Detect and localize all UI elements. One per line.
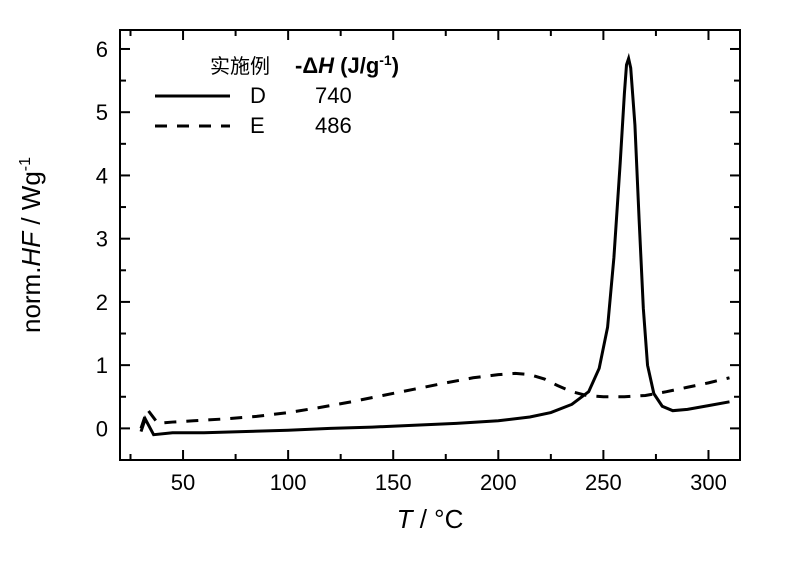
x-tick-label: 300 bbox=[690, 470, 727, 495]
x-tick-label: 50 bbox=[171, 470, 195, 495]
legend-value-E: 486 bbox=[315, 113, 352, 138]
legend-label-E: E bbox=[250, 113, 265, 138]
x-axis-label: T / °C bbox=[397, 504, 464, 534]
x-tick-label: 250 bbox=[585, 470, 622, 495]
y-tick-label: 6 bbox=[96, 37, 108, 62]
series-E bbox=[141, 373, 729, 428]
legend-value-D: 740 bbox=[315, 83, 352, 108]
y-axis-label: norm.HF / Wg-1 bbox=[16, 157, 46, 333]
x-tick-label: 200 bbox=[480, 470, 517, 495]
y-tick-label: 0 bbox=[96, 416, 108, 441]
series-D bbox=[141, 58, 729, 434]
legend-label-D: D bbox=[250, 83, 266, 108]
x-tick-label: 100 bbox=[270, 470, 307, 495]
y-tick-label: 3 bbox=[96, 227, 108, 252]
legend-header-col1: 实施例 bbox=[210, 55, 270, 78]
y-tick-label: 4 bbox=[96, 163, 108, 188]
y-tick-label: 5 bbox=[96, 100, 108, 125]
y-tick-label: 1 bbox=[96, 353, 108, 378]
legend-header-col2: -ΔH (J/g-1) bbox=[295, 52, 399, 78]
y-tick-label: 2 bbox=[96, 290, 108, 315]
chart-svg: 50 100 150 200 250 300 0 1 2 3 4 5 6 T / °C norm.HF / … bbox=[0, 0, 800, 563]
x-tick-label: 150 bbox=[375, 470, 412, 495]
chart-container: 50 100 150 200 250 300 0 1 2 3 4 5 6 T / °C norm.HF / … bbox=[0, 0, 800, 563]
